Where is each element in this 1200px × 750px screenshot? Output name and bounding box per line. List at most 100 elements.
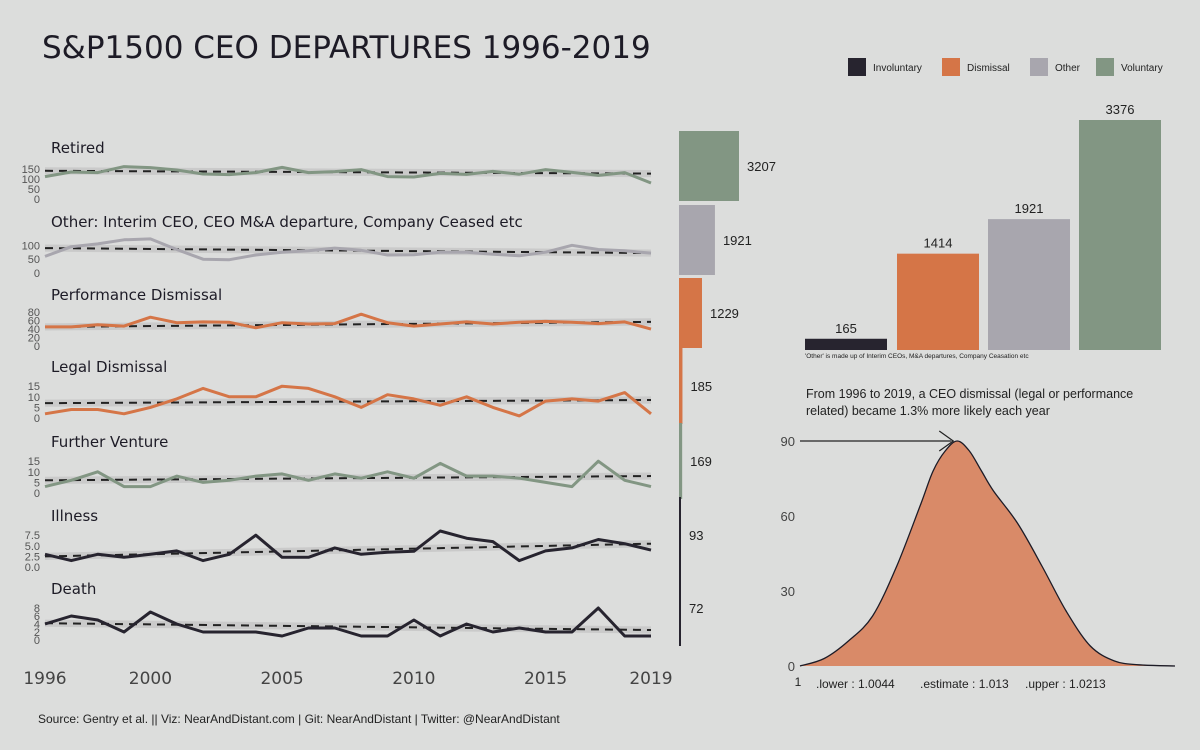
panel-6-total-bar [679,497,681,573]
panel-4-title: Legal Dismissal [51,358,167,376]
panel-1-ytick-label: 100 [22,174,40,186]
panel-1-ytick-label: 150 [22,164,40,176]
legend-swatch-involuntary [848,58,866,76]
x-tick-label: 2005 [260,669,303,689]
panel-4-total-bar [679,348,683,424]
panel-3-ytick-label: 80 [28,307,40,319]
bar-value-label: 1414 [924,236,953,251]
panel-7-total-label: 72 [689,601,703,616]
density-estimate-label: .estimate : 1.013 [920,677,1009,691]
x-tick-label: 2019 [629,669,672,689]
panel-5-ytick-label: 0 [34,488,40,500]
panel-1-ytick-label: 0 [34,194,40,206]
panel-7-trend-line [44,622,652,631]
bar-voluntary [1079,120,1161,350]
panel-6-ytick-label: 0.0 [25,562,40,574]
panel-2-ytick-label: 0 [34,268,40,280]
panel-2-title: Other: Interim CEO, CEO M&A departure, C… [51,213,523,231]
legend-swatch-voluntary [1096,58,1114,76]
panel-3-ytick-label: 40 [28,324,40,336]
panel-3-total-bar [679,278,702,348]
panel-7-total-bar [679,570,681,646]
panel-3-ytick-label: 60 [28,316,40,328]
panel-7-ytick-label: 8 [34,603,40,615]
density-subtitle-line2: related) became 1.3% more likely each ye… [806,404,1050,418]
panel-5-total-bar [679,423,683,499]
x-tick-label: 2015 [524,669,567,689]
source-caption: Source: Gentry et al. || Viz: NearAndDis… [38,712,560,726]
legend-swatch-dismissal [942,58,960,76]
panel-4-ytick-label: 5 [34,402,40,414]
panel-3-total-label: 1229 [710,306,739,321]
legend-label-voluntary: Voluntary [1121,63,1163,74]
panel-1-ytick-label: 50 [28,184,40,196]
bar-other [988,219,1070,350]
panel-5-total-label: 169 [690,454,712,469]
panel-3-ytick-label: 0 [34,341,40,353]
panel-1-confidence-band [45,167,651,178]
legend: Involuntary Dismissal Other Voluntary [848,58,1163,76]
panel-2-ytick-label: 100 [22,240,40,252]
panel-3-ytick-label: 20 [28,333,40,345]
bar-value-label: 1921 [1015,201,1044,216]
density-ytick-label: 90 [781,434,795,449]
density-ytick-label: 30 [781,584,795,599]
panel-5-trend-line [44,475,652,482]
panel-1-series-line [44,165,652,185]
panel-1-title: Retired [51,139,105,157]
panel-7-ytick-label: 6 [34,611,40,623]
panel-4-series-line [44,384,652,418]
density-outline [799,440,1176,667]
x-tick-label: 2000 [129,669,172,689]
panel-7-series-line [44,606,651,638]
panel-4-ytick-label: 10 [28,392,40,404]
panel-2-total-label: 1921 [723,233,752,248]
bar-value-label: 165 [835,321,857,336]
panel-1-trend-line [44,169,652,175]
bar-value-label: 3376 [1106,102,1135,117]
panel-4-ytick-label: 15 [28,381,40,393]
panel-5-ytick-label: 10 [28,467,40,479]
panel-6-series-line [44,529,652,563]
panel-3-confidence-band [45,318,651,331]
density-ytick-label: 0 [788,659,795,674]
bar-involuntary [805,338,887,350]
panel-7-ytick-label: 4 [34,619,40,631]
panel-6-ytick-label: 7.5 [25,530,40,542]
panel-1-total-label: 3207 [747,159,776,174]
panel-6-title: Illness [51,507,98,525]
density-chart: From 1996 to 2019, a CEO dismissal (lega… [781,387,1176,691]
panel-7-ytick-label: 2 [34,627,40,639]
category-bar-chart: 165 1414 1921 3376 'Other' is made up of Int… [805,102,1161,360]
panel-3-series-line [45,312,652,331]
panel-2-series-line [44,237,652,262]
panel-5-ytick-label: 15 [28,456,40,468]
panel-5-confidence-band [45,472,651,484]
panel-3-title: Performance Dismissal [51,286,222,304]
panel-4-ytick-label: 0 [34,413,40,425]
panel-5-title: Further Venture [51,433,168,451]
panel-7-ytick-label: 0 [34,635,40,647]
panel-5-ytick-label: 5 [34,477,40,489]
density-subtitle-line1: From 1996 to 2019, a CEO dismissal (lega… [806,387,1133,401]
panel-5-series-line [44,459,652,489]
page-title: S&P1500 CEO DEPARTURES 1996-2019 [42,30,651,66]
density-estimate-label: .upper : 1.0213 [1025,677,1106,691]
x-tick-label: 1996 [23,669,66,689]
density-xtick-label: 1 [795,675,802,689]
density-estimate-label: .lower : 1.0044 [816,677,895,691]
legend-label-involuntary: Involuntary [873,63,922,74]
density-area [800,441,1175,666]
panel-2-ytick-label: 50 [28,254,40,266]
panel-6-ytick-label: 2.5 [25,551,40,563]
panel-6-ytick-label: 5.0 [25,541,40,553]
panel-6-total-label: 93 [689,528,703,543]
peak-arrow-head [938,430,955,452]
bar-dismissal [897,253,979,350]
density-ytick-label: 60 [781,509,795,524]
bar-chart-note: 'Other' is made up of Interim CEOs, M&A … [805,353,1029,360]
panel-2-total-bar [679,205,715,275]
panel-1-total-bar [679,131,739,201]
